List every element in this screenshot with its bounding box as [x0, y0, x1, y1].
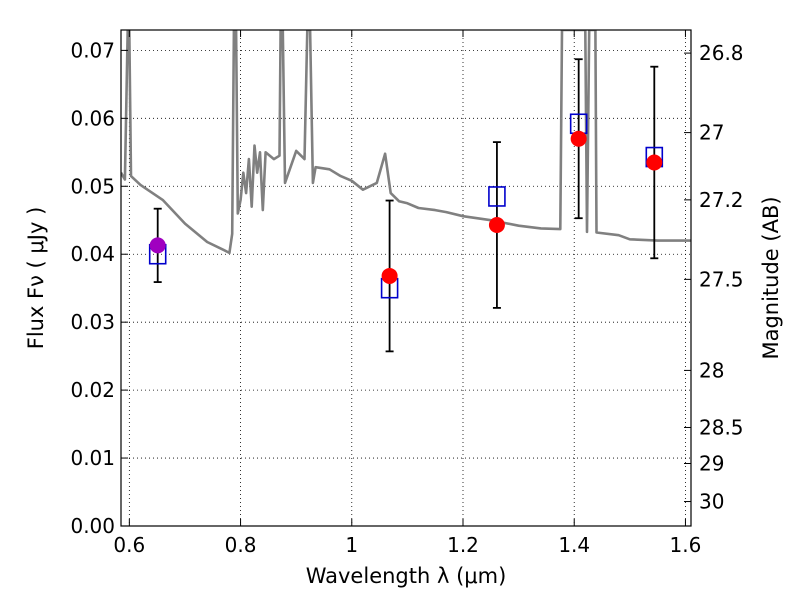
y-tick-label: 0.06	[70, 106, 115, 130]
y-tick-label: 0.03	[70, 310, 115, 334]
x-tick-label: 0.6	[113, 533, 145, 557]
y-tick-label: 0.02	[70, 378, 115, 402]
plot-frame	[120, 29, 692, 527]
y-axis-label-left: Flux Fν ( μJy )	[24, 207, 48, 350]
synthetic-point	[488, 186, 506, 207]
observed-points-layer	[149, 130, 663, 284]
right-tick-label: 28.5	[699, 415, 744, 439]
y-tick-label: 0.04	[70, 242, 115, 266]
plot-background	[121, 30, 691, 526]
observed-point	[570, 130, 587, 147]
observed-point	[381, 267, 398, 284]
x-axis-ticks: 0.6 0.8 1 1.2 1.4 1.6	[113, 30, 701, 557]
y-tick-label: 0.00	[70, 514, 115, 538]
y-tick-label: 0.05	[70, 174, 115, 198]
right-tick-label: 30	[699, 490, 724, 514]
x-tick-label: 1	[345, 533, 358, 557]
right-tick-label: 26.8	[699, 41, 744, 65]
x-tick-label: 1.6	[670, 533, 702, 557]
x-tick-label: 0.8	[225, 533, 257, 557]
right-axis-ticks: 26.8 27 27.2 27.5 28 28.5 29 30	[684, 41, 744, 514]
y-axis-label-right: Magnitude (AB)	[759, 196, 783, 359]
y-axis-ticks: 0.00 0.01 0.02 0.03 0.04 0.05 0.06 0.07	[70, 38, 128, 538]
right-tick-label: 27.2	[699, 188, 744, 212]
x-tick-label: 1.2	[447, 533, 479, 557]
observed-point	[488, 217, 505, 234]
right-tick-label: 29	[699, 451, 724, 475]
model-spectrum-layer	[121, 30, 691, 255]
x-axis-label: Wavelength λ (μm)	[306, 564, 507, 588]
observed-point	[149, 237, 166, 254]
right-tick-label: 28	[699, 358, 724, 382]
y-tick-label: 0.01	[70, 446, 115, 470]
right-tick-label: 27.5	[699, 267, 744, 291]
y-tick-label: 0.07	[70, 38, 115, 62]
right-tick-label: 27	[699, 121, 724, 145]
x-tick-label: 1.4	[558, 533, 590, 557]
model-spectrum-line	[121, 30, 691, 255]
observed-point	[646, 154, 663, 171]
